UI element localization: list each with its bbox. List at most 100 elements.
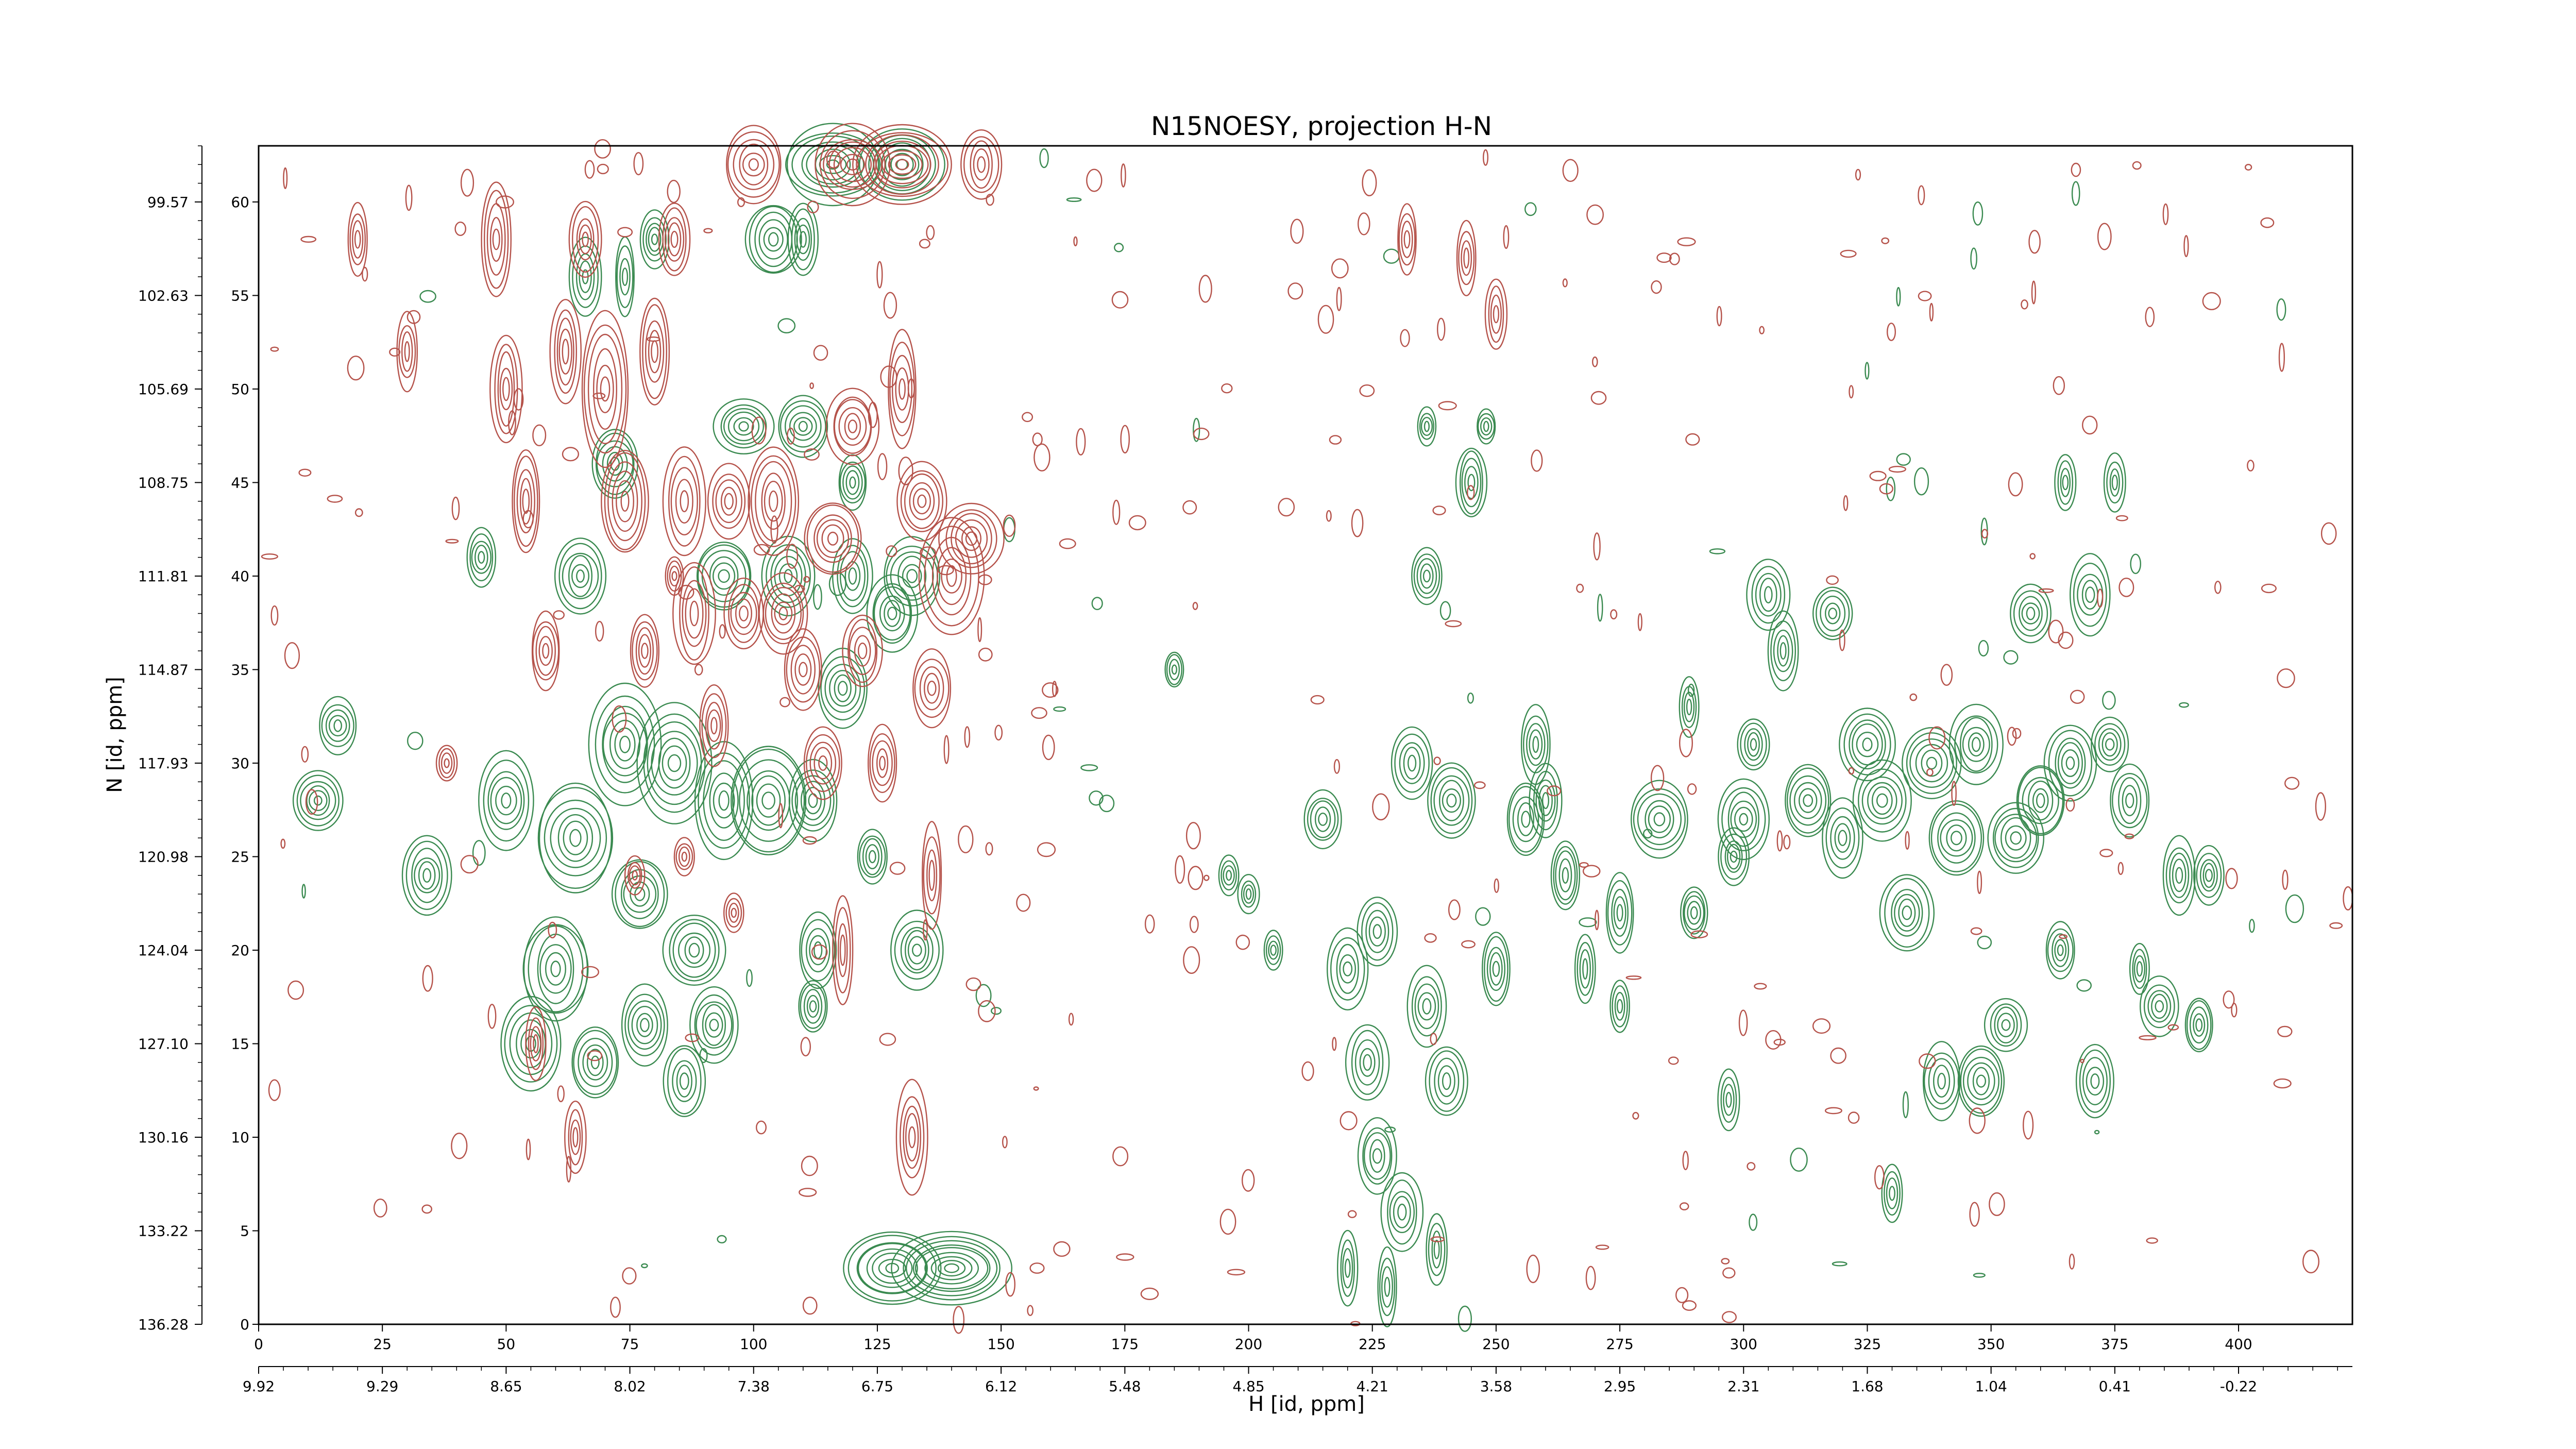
contour-level (1954, 715, 1998, 773)
contour-level (620, 869, 659, 919)
contour-level (1577, 942, 1594, 996)
contour-level (730, 592, 757, 635)
contour-level (809, 1000, 817, 1013)
contour-level (1336, 1229, 1359, 1307)
contour-level (833, 147, 872, 182)
contour-level (572, 1127, 579, 1148)
contour-level (569, 829, 582, 847)
noise-contour (2071, 181, 2080, 206)
noise-contour (1902, 1091, 1909, 1118)
contour-level (2032, 788, 2049, 813)
noise-contour (1970, 247, 1977, 270)
noise-contour (883, 292, 897, 319)
noise-contour (1189, 916, 1199, 933)
noise-contour (1881, 237, 1890, 244)
contour-level (1237, 873, 1260, 915)
y-index-tick-label: 60 (231, 194, 249, 211)
contour-level (909, 482, 935, 520)
noise-contour (1310, 695, 1325, 705)
contour-level (615, 861, 665, 928)
contour-level (1734, 806, 1753, 832)
noise-contour (1424, 933, 1437, 943)
noise-contour (1466, 485, 1475, 500)
noise-contour (1182, 500, 1197, 515)
noise-contour (1637, 613, 1642, 631)
contour-level (667, 754, 682, 772)
noise-contour (2223, 990, 2235, 1009)
x-ppm-tick-label: 9.29 (366, 1378, 398, 1395)
contour-level (846, 158, 859, 171)
noise-contour (1027, 1305, 1033, 1316)
noise-contour (1669, 252, 1680, 265)
contour-level (1828, 608, 1837, 619)
contour-level (487, 771, 525, 830)
contour-level (440, 752, 453, 774)
noise-contour (1111, 291, 1129, 309)
contour-level (709, 1019, 719, 1032)
contour-level (542, 643, 550, 659)
noise-contour (1978, 639, 1989, 656)
noise-contour (472, 840, 486, 866)
noise-contour (2080, 1058, 2084, 1064)
x-index-tick-label: 200 (1235, 1336, 1262, 1353)
contour-level (1243, 884, 1255, 904)
x-ppm-tick-label: 4.21 (1357, 1378, 1388, 1395)
noise-contour (270, 605, 279, 626)
contour-level (848, 419, 858, 433)
contour-level (857, 829, 888, 885)
contour-level (2069, 553, 2111, 637)
contour-level (2184, 998, 2213, 1053)
contour-level (2175, 867, 2183, 884)
noise-contour (2031, 280, 2037, 305)
noise-contour (1754, 983, 1767, 990)
contour-level (478, 551, 485, 564)
x-ppm-tick-label: 9.92 (243, 1378, 275, 1395)
contour-level (872, 583, 912, 644)
contour-level (1994, 1006, 2018, 1043)
contour-level (787, 203, 819, 276)
contour-level (1825, 807, 1860, 869)
contour-level (1425, 1046, 1468, 1116)
contour-level (1987, 802, 2044, 874)
noise-contour (1331, 258, 1349, 279)
contour-level (819, 130, 886, 199)
noise-contour (1929, 302, 1934, 322)
contour-level (1759, 578, 1777, 612)
contour-level (912, 1244, 991, 1292)
noise-contour (1089, 790, 1104, 806)
noise-contour (802, 1296, 818, 1315)
contour-level (1816, 589, 1850, 637)
noise-contour (1128, 515, 1146, 531)
contour-level (1630, 780, 1688, 859)
noise-contour (1290, 218, 1304, 244)
contour-level (844, 413, 861, 440)
contour-level (602, 705, 648, 783)
noise-contour (1790, 1148, 1808, 1172)
contour-level (891, 355, 912, 424)
noise-contour (1192, 602, 1198, 610)
noise-contour (407, 731, 423, 750)
contour-level (2155, 1000, 2164, 1013)
noise-contour (460, 169, 474, 197)
contour-level (723, 892, 744, 933)
y-ppm-tick-label: 136.28 (138, 1316, 189, 1333)
contour-level (1717, 778, 1770, 861)
noise-contour (802, 836, 817, 845)
contour-level (1221, 860, 1237, 891)
noise-contour (826, 150, 841, 169)
contour-level (965, 531, 978, 546)
x-index-tick-label: 0 (254, 1336, 263, 1353)
noise-contour (1610, 609, 1618, 620)
contour-level (1612, 985, 1628, 1027)
noise-contour (1053, 1241, 1071, 1257)
contour-level (799, 911, 837, 989)
contour-level (1339, 954, 1356, 984)
contour-level (1680, 886, 1708, 939)
contour-level (1508, 786, 1543, 853)
noise-contour (1140, 1287, 1159, 1300)
y-ppm-tick-label: 130.16 (138, 1129, 189, 1146)
contour-series (261, 123, 2353, 1334)
contour-level (2129, 942, 2150, 995)
contour-level (1755, 572, 1782, 617)
contour-level (748, 446, 800, 556)
